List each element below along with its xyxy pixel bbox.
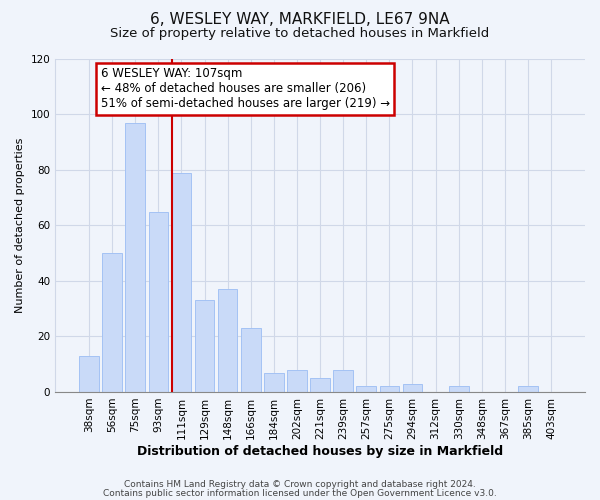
Bar (103, 253, 122, 392)
Bar (449, 386, 469, 392)
Bar (125, 123, 145, 392)
Bar (334, 370, 353, 392)
Text: Size of property relative to detached houses in Markfield: Size of property relative to detached ho… (110, 28, 490, 40)
Bar (241, 328, 260, 392)
Bar (380, 386, 399, 392)
X-axis label: Distribution of detached houses by size in Markfield: Distribution of detached houses by size … (137, 444, 503, 458)
Bar (195, 300, 214, 392)
Bar (149, 212, 168, 392)
Bar (518, 386, 538, 392)
Text: 6 WESLEY WAY: 107sqm
← 48% of detached houses are smaller (206)
51% of semi-deta: 6 WESLEY WAY: 107sqm ← 48% of detached h… (101, 68, 390, 110)
Bar (403, 384, 422, 392)
Y-axis label: Number of detached properties: Number of detached properties (15, 138, 25, 313)
Text: Contains HM Land Registry data © Crown copyright and database right 2024.: Contains HM Land Registry data © Crown c… (124, 480, 476, 489)
Bar (287, 370, 307, 392)
Text: Contains public sector information licensed under the Open Government Licence v3: Contains public sector information licen… (103, 488, 497, 498)
Bar (356, 386, 376, 392)
Bar (172, 173, 191, 392)
Bar (310, 378, 330, 392)
Bar (264, 372, 284, 392)
Bar (218, 290, 238, 392)
Text: 6, WESLEY WAY, MARKFIELD, LE67 9NA: 6, WESLEY WAY, MARKFIELD, LE67 9NA (150, 12, 450, 28)
Bar (79, 356, 99, 392)
